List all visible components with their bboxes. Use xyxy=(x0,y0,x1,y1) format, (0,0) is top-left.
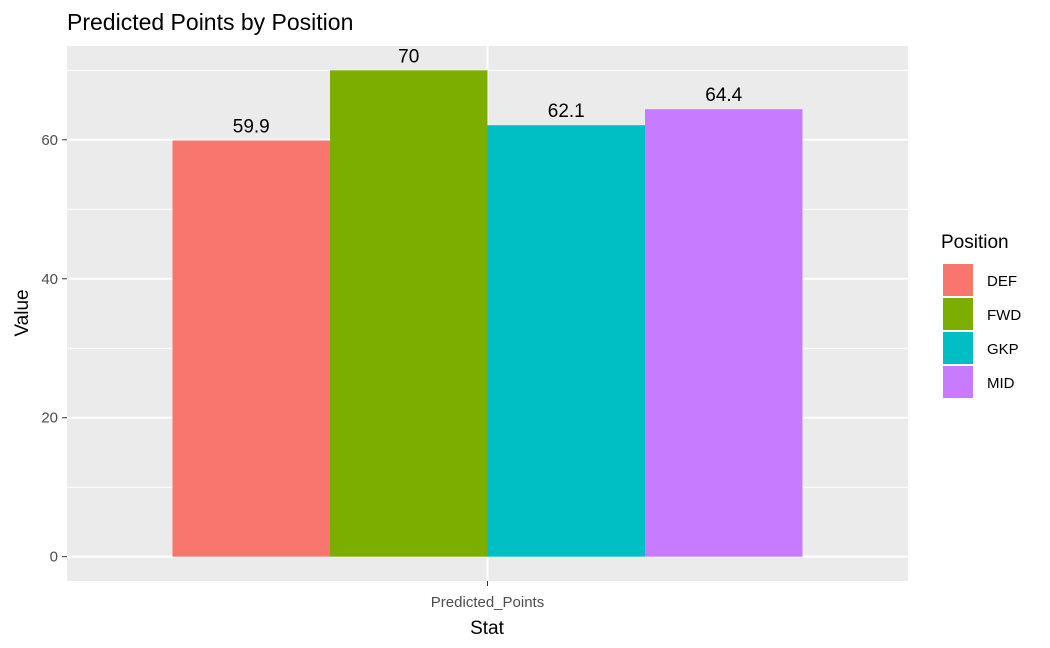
bar-gkp xyxy=(487,125,645,557)
x-tick-label: Predicted_Points xyxy=(431,594,544,611)
legend-title: Position xyxy=(941,232,1009,253)
y-tick-label: 0 xyxy=(50,549,58,566)
legend-label-def: DEF xyxy=(987,273,1017,290)
chart-title: Predicted Points by Position xyxy=(67,9,353,35)
bars xyxy=(172,70,803,557)
data-label-mid: 64.4 xyxy=(705,85,742,106)
x-axis: Predicted_Points xyxy=(431,581,544,611)
bar-fwd xyxy=(330,70,488,557)
y-tick-label: 20 xyxy=(41,410,58,427)
legend-label-mid: MID xyxy=(987,375,1015,392)
bar-def xyxy=(172,140,330,557)
legend-key-mid xyxy=(941,364,975,400)
legend-key-fwd xyxy=(941,296,975,332)
y-tick-label: 40 xyxy=(41,271,58,288)
legend-key-def xyxy=(941,262,975,298)
x-axis-title: Stat xyxy=(470,618,505,639)
legend-key-gkp xyxy=(941,330,975,366)
legend-label-fwd: FWD xyxy=(987,307,1021,324)
legend-label-gkp: GKP xyxy=(987,341,1019,358)
bar-mid xyxy=(645,109,803,557)
data-label-def: 59.9 xyxy=(233,116,270,137)
data-label-fwd: 70 xyxy=(398,46,419,67)
y-tick-label: 60 xyxy=(41,132,58,149)
data-label-gkp: 62.1 xyxy=(548,101,585,122)
y-axis: 0 20 40 60 xyxy=(41,132,67,566)
data-labels: 59.9 70 62.1 64.4 xyxy=(233,46,743,137)
legend: Position DEF FWD GKP MID xyxy=(941,232,1021,400)
y-axis-title: Value xyxy=(12,289,33,336)
